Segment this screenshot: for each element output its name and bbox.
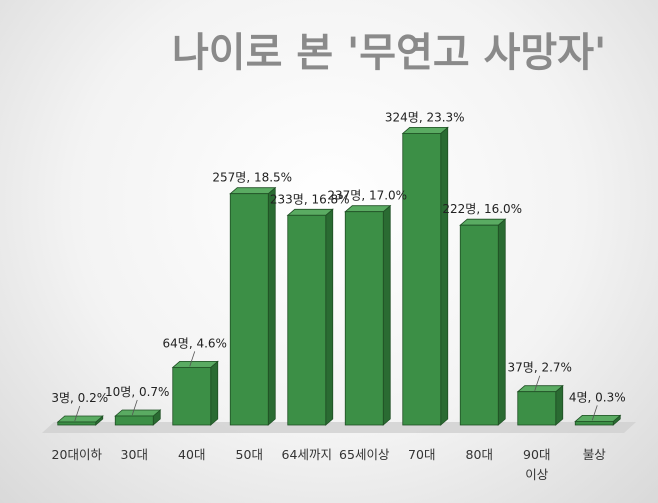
leader-line-9: [591, 405, 598, 421]
bar-9: [574, 414, 622, 426]
chart-title: 나이로 본 '무연고 사망자': [172, 30, 606, 76]
bar-front: [517, 391, 557, 426]
data-label-1: 10명, 0.7%: [105, 385, 169, 399]
data-label-4: 233명, 16.8%: [270, 192, 350, 206]
bar-6: [401, 126, 449, 426]
x-tick-label-6: 70대: [408, 447, 435, 462]
x-tick-label-7: 80대: [466, 447, 493, 462]
x-tick-label-4: 64세까지: [282, 447, 332, 462]
leader-line-0: [74, 405, 81, 422]
bar-top: [574, 414, 622, 422]
bar-side: [267, 186, 276, 426]
bar-front: [114, 415, 154, 426]
leader-line-2: [189, 351, 196, 367]
data-label-3: 257명, 18.5%: [212, 171, 292, 185]
x-tick-label-0: 20대이하: [52, 447, 103, 462]
bar-top: [516, 385, 564, 393]
bar-front: [287, 214, 327, 426]
bar-7: [459, 218, 507, 426]
bar-front: [402, 132, 442, 426]
bar-8: [516, 384, 564, 426]
bar-front: [229, 193, 269, 426]
bar-5: [344, 204, 392, 426]
bar-3: [229, 186, 277, 426]
bar-1: [114, 409, 162, 426]
bar-front: [57, 421, 97, 426]
bars-group: [56, 126, 622, 426]
data-label-7: 222명, 16.0%: [442, 202, 522, 216]
bar-side: [210, 360, 219, 426]
x-tick-label-8: 90대: [523, 447, 550, 462]
bar-top: [114, 409, 162, 417]
data-label-6: 324명, 23.3%: [385, 110, 465, 124]
bar-top: [56, 415, 104, 423]
x-tick-label-5: 65세이상: [339, 447, 390, 462]
bar-front: [172, 366, 212, 426]
bar-side: [440, 126, 449, 426]
bar-top: [344, 205, 392, 213]
x-tick-label-1: 30대: [121, 447, 148, 462]
bar-2: [171, 360, 219, 426]
bar-top: [286, 208, 334, 216]
bar-front: [459, 224, 499, 426]
bar-front: [344, 211, 384, 426]
bar-4: [286, 208, 334, 426]
data-label-2: 64명, 4.6%: [163, 336, 227, 350]
bar-side: [325, 208, 334, 426]
bar-top: [171, 360, 219, 368]
bar-side: [497, 218, 506, 426]
leader-line-8: [534, 375, 541, 391]
data-label-5: 237명, 17.0%: [327, 189, 407, 203]
data-label-8: 37명, 2.7%: [508, 361, 572, 375]
data-label-0: 3명, 0.2%: [51, 391, 108, 405]
bar-side: [555, 384, 564, 426]
data-label-9: 4명, 0.3%: [569, 390, 626, 404]
bar-top: [401, 127, 449, 134]
x-tick-label-2: 40대: [178, 447, 205, 462]
leader-line-1: [131, 399, 138, 416]
bar-top: [459, 218, 507, 226]
x-tick-label-8-1: 이상: [525, 467, 549, 482]
bar-front: [574, 420, 614, 426]
bar-top: [229, 187, 277, 195]
bar-side: [382, 204, 391, 426]
bar-0: [56, 415, 104, 426]
data-labels-group: 3명, 0.2%10명, 0.7% 64명, 4.6% 257명, 18.5% 233…: [51, 110, 626, 422]
x-tick-label-3: 50대: [236, 447, 263, 462]
x-tick-label-9: 불상: [583, 447, 607, 462]
